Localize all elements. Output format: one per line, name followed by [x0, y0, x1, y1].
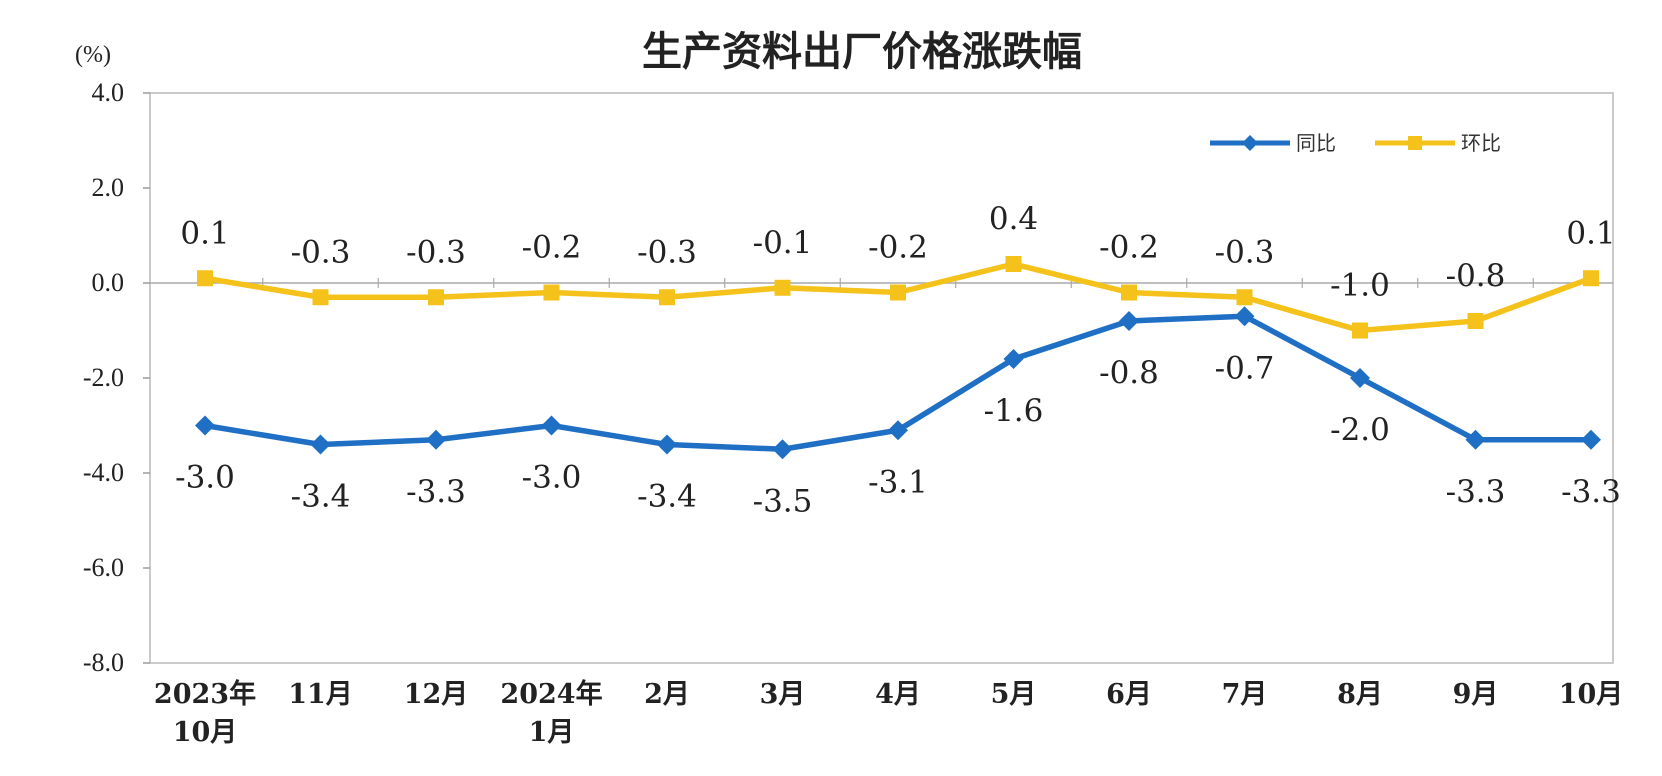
y-tick-label: 4.0 [92, 78, 125, 107]
series-point-mom [1352, 322, 1368, 339]
series-point-yoy [772, 439, 793, 460]
data-label-mom: -0.2 [522, 230, 582, 266]
y-axis-unit-label: (%) [75, 42, 111, 68]
series-point-mom [1005, 256, 1022, 272]
series-point-yoy [426, 429, 446, 450]
series-point-mom [312, 289, 329, 306]
legend-marker-mom [1408, 136, 1422, 150]
y-tick-label: 0.0 [92, 268, 125, 297]
series-point-mom [659, 289, 675, 306]
x-tick-label: 8月 [1337, 679, 1383, 710]
series-point-yoy [1465, 429, 1486, 450]
data-label-yoy: -3.0 [175, 460, 235, 496]
legend: 同比 环比 [1210, 131, 1501, 155]
series-point-yoy [888, 420, 908, 441]
series-point-yoy [1350, 368, 1370, 388]
legend-label-yoy: 同比 [1296, 131, 1336, 155]
series-point-yoy [1581, 429, 1601, 450]
y-tick-label: -8.0 [83, 648, 124, 677]
x-tick-label: 2024年 1月 [500, 678, 602, 748]
legend-label-mom: 环比 [1461, 131, 1501, 155]
data-label-yoy: -3.0 [522, 460, 582, 496]
y-tick-label: -2.0 [83, 363, 124, 392]
data-label-yoy: -3.3 [406, 474, 466, 510]
plot-area-frame [149, 92, 1614, 664]
data-label-mom: 0.1 [180, 215, 229, 251]
data-label-mom: -0.3 [637, 234, 697, 270]
y-tick-label: 2.0 [92, 173, 125, 202]
series-point-yoy [657, 434, 677, 455]
data-label-yoy: -1.6 [984, 393, 1044, 429]
x-tick-label: 4月 [875, 679, 921, 710]
series-point-yoy [195, 415, 215, 436]
series-point-mom [428, 289, 444, 306]
data-label-mom: -1.0 [1330, 268, 1390, 304]
y-tick-label: -4.0 [83, 458, 124, 487]
x-tick-label: 5月 [991, 679, 1037, 710]
data-label-mom: -0.1 [753, 225, 813, 261]
data-label-mom: 0.1 [1566, 215, 1615, 251]
x-tick-label: 10月 [1559, 679, 1624, 710]
x-tick-label: 11月 [288, 679, 353, 710]
data-label-mom: -0.2 [1099, 230, 1159, 266]
y-tick-label: -6.0 [83, 553, 124, 582]
series-point-yoy [541, 415, 562, 436]
series-point-mom [774, 279, 791, 296]
x-tick-label: 2023年 10月 [154, 678, 256, 748]
x-tick-label: 3月 [760, 679, 806, 710]
series-point-mom [1583, 270, 1599, 287]
data-label-yoy: -3.4 [637, 479, 697, 515]
series-point-mom [890, 284, 906, 301]
x-tick-label: 2月 [644, 679, 690, 710]
series-point-yoy [1234, 306, 1255, 327]
series-mom: 0.1 -0.3 -0.3 -0.2 -0.3 -0.1 -0.2 0.4 -0.2 -0.3 -1… [180, 201, 1616, 339]
data-label-yoy: -3.4 [291, 479, 351, 515]
x-tick-label: 6月 [1106, 679, 1152, 710]
series-point-mom [1236, 289, 1253, 306]
legend-marker-yoy [1242, 135, 1258, 151]
series-point-mom [1467, 313, 1484, 329]
data-label-mom: -0.3 [406, 234, 466, 270]
series-point-mom [543, 284, 560, 301]
series-point-yoy [310, 434, 331, 455]
data-label-yoy: -2.0 [1330, 412, 1390, 448]
series-point-mom [197, 270, 213, 287]
data-label-mom: -0.8 [1446, 258, 1506, 294]
data-label-yoy: -3.5 [753, 483, 813, 519]
x-tick-label: 12月 [404, 679, 469, 710]
series-point-mom [1121, 284, 1137, 301]
data-label-mom: -0.3 [1215, 234, 1275, 270]
data-label-yoy: -3.1 [868, 464, 928, 500]
x-axis: 2023年 10月 11月 12月 2024年 1月 2月 3月 4月 5月 6月 7月 8月 9月 10月 [154, 278, 1623, 748]
series-point-yoy [1119, 311, 1139, 331]
data-label-yoy: -0.8 [1099, 355, 1159, 391]
data-label-mom: 0.4 [989, 201, 1038, 237]
chart-title: 生产资料出厂价格涨跌幅 [642, 29, 1082, 75]
y-axis: 4.0 2.0 0.0 -2.0 -4.0 -6.0 -8.0 [83, 78, 150, 677]
x-tick-label: 7月 [1222, 679, 1268, 710]
data-label-yoy: -3.3 [1446, 474, 1506, 510]
x-tick-label: 9月 [1453, 679, 1499, 710]
data-label-yoy: -0.7 [1215, 350, 1275, 386]
series-yoy: -3.0 -3.4 -3.3 -3.0 -3.4 -3.5 -3.1 -1.6 -0.8 -0.7… [175, 306, 1621, 519]
data-label-mom: -0.3 [291, 234, 351, 270]
data-label-yoy: -3.3 [1561, 474, 1621, 510]
series-layer: -3.0 -3.4 -3.3 -3.0 -3.4 -3.5 -3.1 -1.6 -0.8 -0.7… [175, 201, 1621, 519]
data-label-mom: -0.2 [868, 230, 928, 266]
series-point-yoy [1003, 349, 1024, 369]
